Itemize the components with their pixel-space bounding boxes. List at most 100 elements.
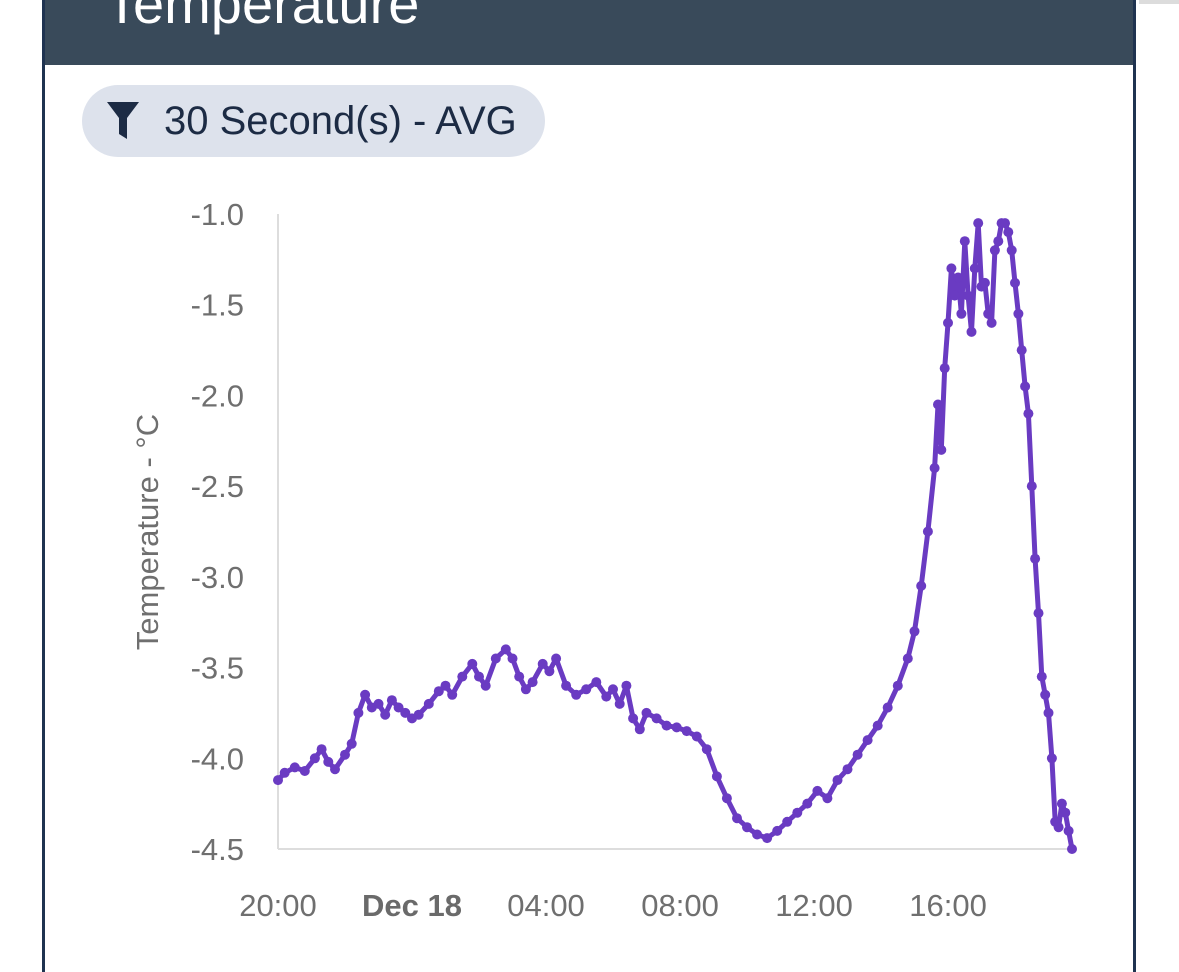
data-point [832,775,843,786]
data-point [480,680,491,691]
data-point [922,526,933,537]
data-point [1040,689,1051,700]
data-point [330,764,340,775]
data-point [661,720,672,731]
data-point [621,680,632,691]
data-point [1046,753,1057,764]
data-point [929,463,940,473]
data-point [400,707,411,718]
data-point [946,263,957,274]
data-point [939,363,950,374]
data-point [842,764,853,775]
data-point [1013,308,1024,319]
data-point [989,245,1000,256]
data-point [943,317,953,328]
data-point [812,785,823,796]
data-point [936,444,947,455]
data-point [316,744,327,755]
data-point [986,317,997,328]
data-point [882,702,893,713]
data-point [544,666,555,677]
data-point [721,793,732,804]
data-point [551,653,562,664]
data-point [346,738,357,749]
data-point [1003,227,1014,238]
data-point [782,816,793,827]
data-point [691,731,702,742]
data-point [467,658,478,669]
y-tick-label: -3.5 [191,651,244,686]
data-point [500,644,511,655]
data-point [892,680,903,691]
x-tick-label: Dec 18 [362,888,462,923]
filter-icon [107,102,139,139]
data-point [1010,277,1020,288]
data-point [752,829,763,840]
data-point [1033,608,1044,619]
data-point [983,308,994,319]
data-point [1067,844,1077,854]
data-point [507,653,518,664]
y-axis-label: Temperature - °C [130,414,165,650]
data-point [634,724,645,735]
data-point [340,749,350,760]
data-point [963,290,974,301]
data-point [353,707,364,718]
data-point [802,798,813,809]
data-point [732,813,742,824]
x-tick-label: 12:00 [775,888,853,923]
data-point [671,722,682,733]
temperature-series-line [276,220,1075,850]
data-point [959,236,970,247]
card-header: Temperature [45,0,1133,65]
data-point [474,671,484,682]
data-point [1000,218,1010,229]
filter-label: 30 Second(s) - AVG [164,98,517,143]
y-tick-label: -4.5 [191,832,244,867]
data-point [1043,707,1054,718]
data-point [792,807,803,818]
data-point [520,684,531,695]
data-point [1016,345,1027,356]
data-point [949,290,960,301]
data-point [614,698,625,709]
data-point [822,793,833,804]
data-point [393,702,404,713]
x-tick-label: 20:00 [239,888,317,923]
data-point [279,767,290,778]
data-point [1023,408,1034,419]
data-point [433,686,444,697]
data-point [956,308,967,319]
y-tick-label: -4.0 [191,741,244,776]
data-point [323,756,334,767]
data-point [601,691,612,702]
data-point [608,684,618,695]
x-tick-label: 04:00 [507,888,585,923]
y-tick-label: -1.0 [191,197,244,232]
data-point [681,726,692,737]
data-point [1020,381,1031,392]
data-point [423,698,434,709]
data-point [1063,825,1074,836]
data-point [969,263,980,274]
data-point [440,680,451,691]
y-tick-label: -2.0 [191,378,244,413]
data-point [299,766,310,776]
data-point [386,695,397,706]
data-point [591,677,602,688]
top-edge-line [1139,0,1179,4]
filter-chip[interactable]: 30 Second(s) - AVG [82,85,545,157]
data-point [581,684,592,695]
data-point [909,626,920,637]
data-point [490,653,501,664]
data-point [309,753,320,764]
data-point [862,735,873,746]
data-point [742,822,752,833]
data-point [993,236,1004,247]
data-point [701,744,712,755]
data-point [902,653,913,664]
data-point [772,825,783,836]
data-point [360,689,371,700]
data-point [979,277,990,288]
